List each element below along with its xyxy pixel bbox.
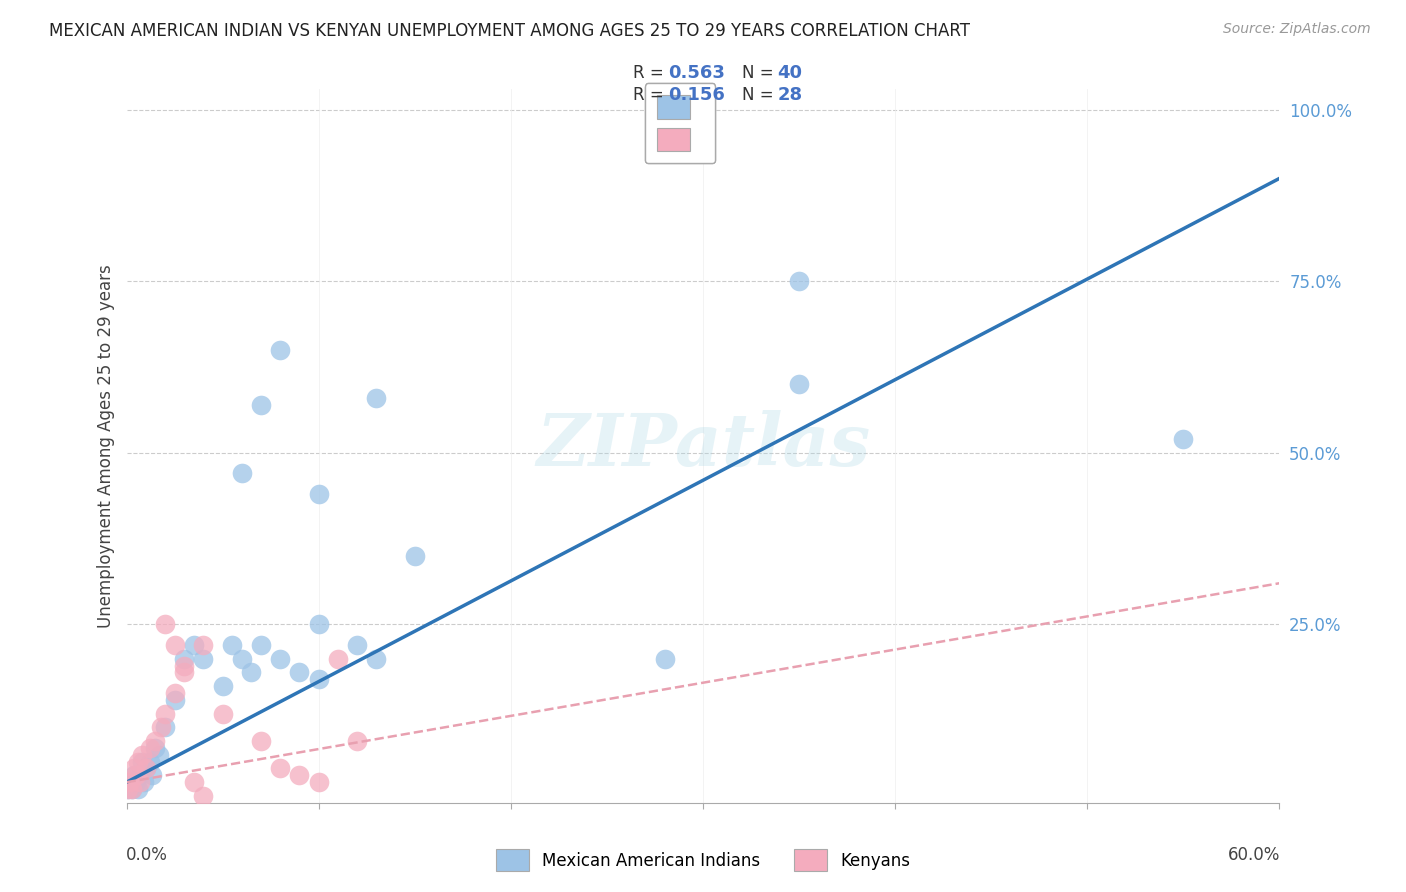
Point <box>288 665 311 680</box>
Point <box>211 706 233 721</box>
Point <box>145 734 166 748</box>
Point <box>117 782 139 797</box>
Point <box>308 775 330 789</box>
Point <box>183 775 205 789</box>
Point <box>117 782 139 797</box>
Text: N =: N = <box>742 64 773 82</box>
Point <box>1173 432 1195 446</box>
Point <box>250 638 273 652</box>
Point <box>231 651 253 665</box>
Text: ZIPatlas: ZIPatlas <box>536 410 870 482</box>
Point <box>138 740 160 755</box>
Point <box>145 740 166 755</box>
Point <box>120 775 142 789</box>
Legend: , : , <box>645 83 714 163</box>
Point <box>141 768 163 782</box>
Point <box>125 775 148 789</box>
Text: 0.0%: 0.0% <box>125 846 167 863</box>
Point <box>193 789 215 803</box>
Point <box>221 638 243 652</box>
Text: N =: N = <box>742 87 773 104</box>
Point <box>173 665 195 680</box>
Point <box>193 651 215 665</box>
Point <box>153 617 176 632</box>
Text: MEXICAN AMERICAN INDIAN VS KENYAN UNEMPLOYMENT AMONG AGES 25 TO 29 YEARS CORRELA: MEXICAN AMERICAN INDIAN VS KENYAN UNEMPL… <box>49 22 970 40</box>
Point <box>654 651 676 665</box>
Y-axis label: Unemployment Among Ages 25 to 29 years: Unemployment Among Ages 25 to 29 years <box>97 264 115 628</box>
Point <box>250 734 273 748</box>
Point <box>787 377 810 392</box>
Point <box>346 638 368 652</box>
Point <box>131 755 153 769</box>
Point <box>308 487 330 501</box>
Point <box>148 747 170 762</box>
Point <box>127 755 149 769</box>
Text: R =: R = <box>633 87 664 104</box>
Text: 0.563: 0.563 <box>668 64 724 82</box>
Point <box>231 467 253 481</box>
Point <box>183 638 205 652</box>
Point <box>163 693 186 707</box>
Point <box>138 755 160 769</box>
Point <box>404 549 426 563</box>
Point <box>120 775 142 789</box>
Point <box>288 768 311 782</box>
Point <box>308 617 330 632</box>
Point <box>173 658 195 673</box>
Point <box>163 686 186 700</box>
Point <box>250 398 273 412</box>
Point <box>129 775 152 789</box>
Point <box>240 665 263 680</box>
Point <box>121 782 143 797</box>
Point <box>173 651 195 665</box>
Point <box>366 391 388 405</box>
Point <box>125 768 148 782</box>
Point <box>150 720 173 734</box>
Point <box>131 747 153 762</box>
Point <box>269 762 291 776</box>
Text: 28: 28 <box>778 87 803 104</box>
Point <box>269 651 291 665</box>
Point <box>308 673 330 687</box>
Point <box>135 762 157 776</box>
Text: Source: ZipAtlas.com: Source: ZipAtlas.com <box>1223 22 1371 37</box>
Point <box>163 638 186 652</box>
Text: 60.0%: 60.0% <box>1229 846 1281 863</box>
Point <box>122 768 145 782</box>
Point <box>193 638 215 652</box>
Point <box>787 274 810 288</box>
Point <box>326 651 349 665</box>
Point <box>127 782 149 797</box>
Point <box>366 651 388 665</box>
Point <box>132 775 155 789</box>
Text: 40: 40 <box>778 64 803 82</box>
Point <box>129 768 152 782</box>
Text: R =: R = <box>633 64 664 82</box>
Point <box>153 706 176 721</box>
Point <box>121 782 143 797</box>
Point <box>135 762 157 776</box>
Point <box>122 762 145 776</box>
Point <box>153 720 176 734</box>
Point <box>211 679 233 693</box>
Point <box>346 734 368 748</box>
Text: 0.156: 0.156 <box>668 87 724 104</box>
Point <box>269 343 291 357</box>
Legend: Mexican American Indians, Kenyans: Mexican American Indians, Kenyans <box>488 841 918 880</box>
